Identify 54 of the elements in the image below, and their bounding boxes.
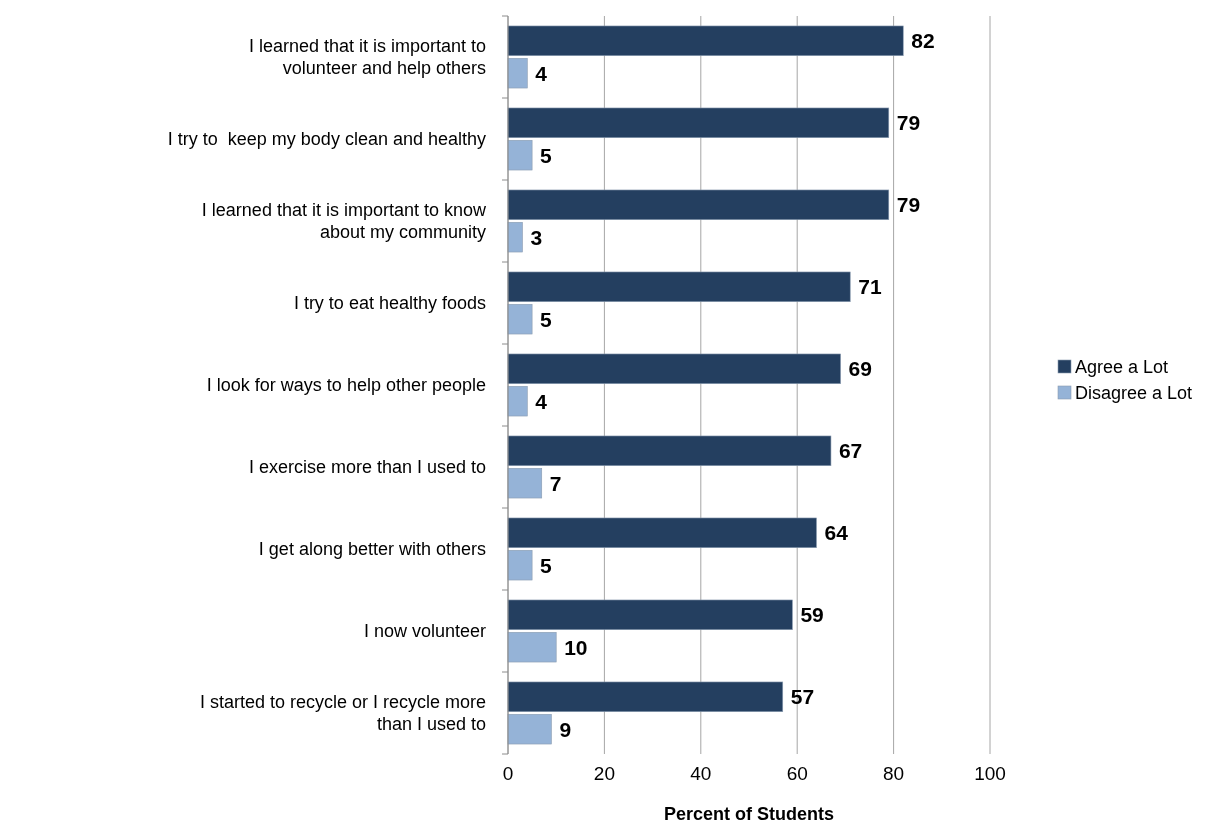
data-label: 4: [535, 61, 548, 85]
bar: [507, 189, 890, 221]
x-tick-label: 0: [502, 763, 514, 784]
x-tick-label: 100: [974, 763, 1006, 784]
data-label: 71: [858, 275, 882, 299]
bar: [507, 107, 890, 139]
y-tick-label: I exercise more than I used to: [248, 457, 486, 477]
data-label: 7: [549, 471, 562, 495]
data-label: 5: [540, 307, 553, 331]
bar: [507, 599, 793, 631]
y-tick-label: I get along better with others: [258, 539, 486, 559]
bar: [507, 139, 533, 171]
data-label: 9: [559, 717, 572, 741]
bar: [507, 303, 533, 335]
bar: [507, 517, 817, 549]
data-label: 82: [911, 29, 935, 53]
x-tick-label: 40: [690, 763, 712, 784]
bar: [507, 467, 543, 499]
data-label: 5: [540, 553, 553, 577]
x-axis-title: Percent of Students: [663, 804, 835, 824]
legend-label: Agree a Lot: [1075, 356, 1169, 377]
y-tick-label: I learned that it is important to know about my community: [201, 200, 487, 242]
data-label: 57: [790, 685, 815, 709]
y-tick-label: I now volunteer: [363, 621, 486, 641]
bar: [507, 631, 557, 663]
bar: [507, 57, 528, 89]
bar: [507, 353, 841, 385]
bar: [507, 385, 528, 417]
bar: [507, 713, 552, 745]
data-label: 64: [824, 521, 849, 545]
y-tick-label: I look for ways to help other people: [206, 375, 486, 395]
data-label: 67: [838, 439, 863, 463]
x-tick-label: 60: [786, 763, 808, 784]
bar: [507, 681, 784, 713]
y-tick-label: I learned that it is important to volunteer and help others: [248, 36, 486, 78]
data-label: 79: [896, 193, 921, 217]
y-tick-label: I started to recycle or I recycle more than I used to: [199, 692, 486, 734]
x-tick-label: 80: [883, 763, 905, 784]
bar: [507, 435, 832, 467]
x-tick-label: 20: [593, 763, 615, 784]
bar: [507, 25, 904, 57]
y-tick-label: I try to keep my body clean and healthy: [167, 129, 486, 149]
data-label: 4: [535, 389, 548, 413]
legend-label: Disagree a Lot: [1075, 382, 1193, 403]
data-label: 59: [800, 603, 824, 627]
bar: [507, 271, 851, 303]
bar: [507, 221, 523, 253]
data-label: 5: [540, 143, 553, 167]
data-label: 69: [848, 357, 872, 381]
data-label: 3: [530, 225, 543, 249]
bar: [507, 549, 533, 581]
data-label: 79: [896, 111, 921, 135]
y-tick-label: I try to eat healthy foods: [293, 293, 486, 313]
data-label: 10: [564, 635, 588, 659]
